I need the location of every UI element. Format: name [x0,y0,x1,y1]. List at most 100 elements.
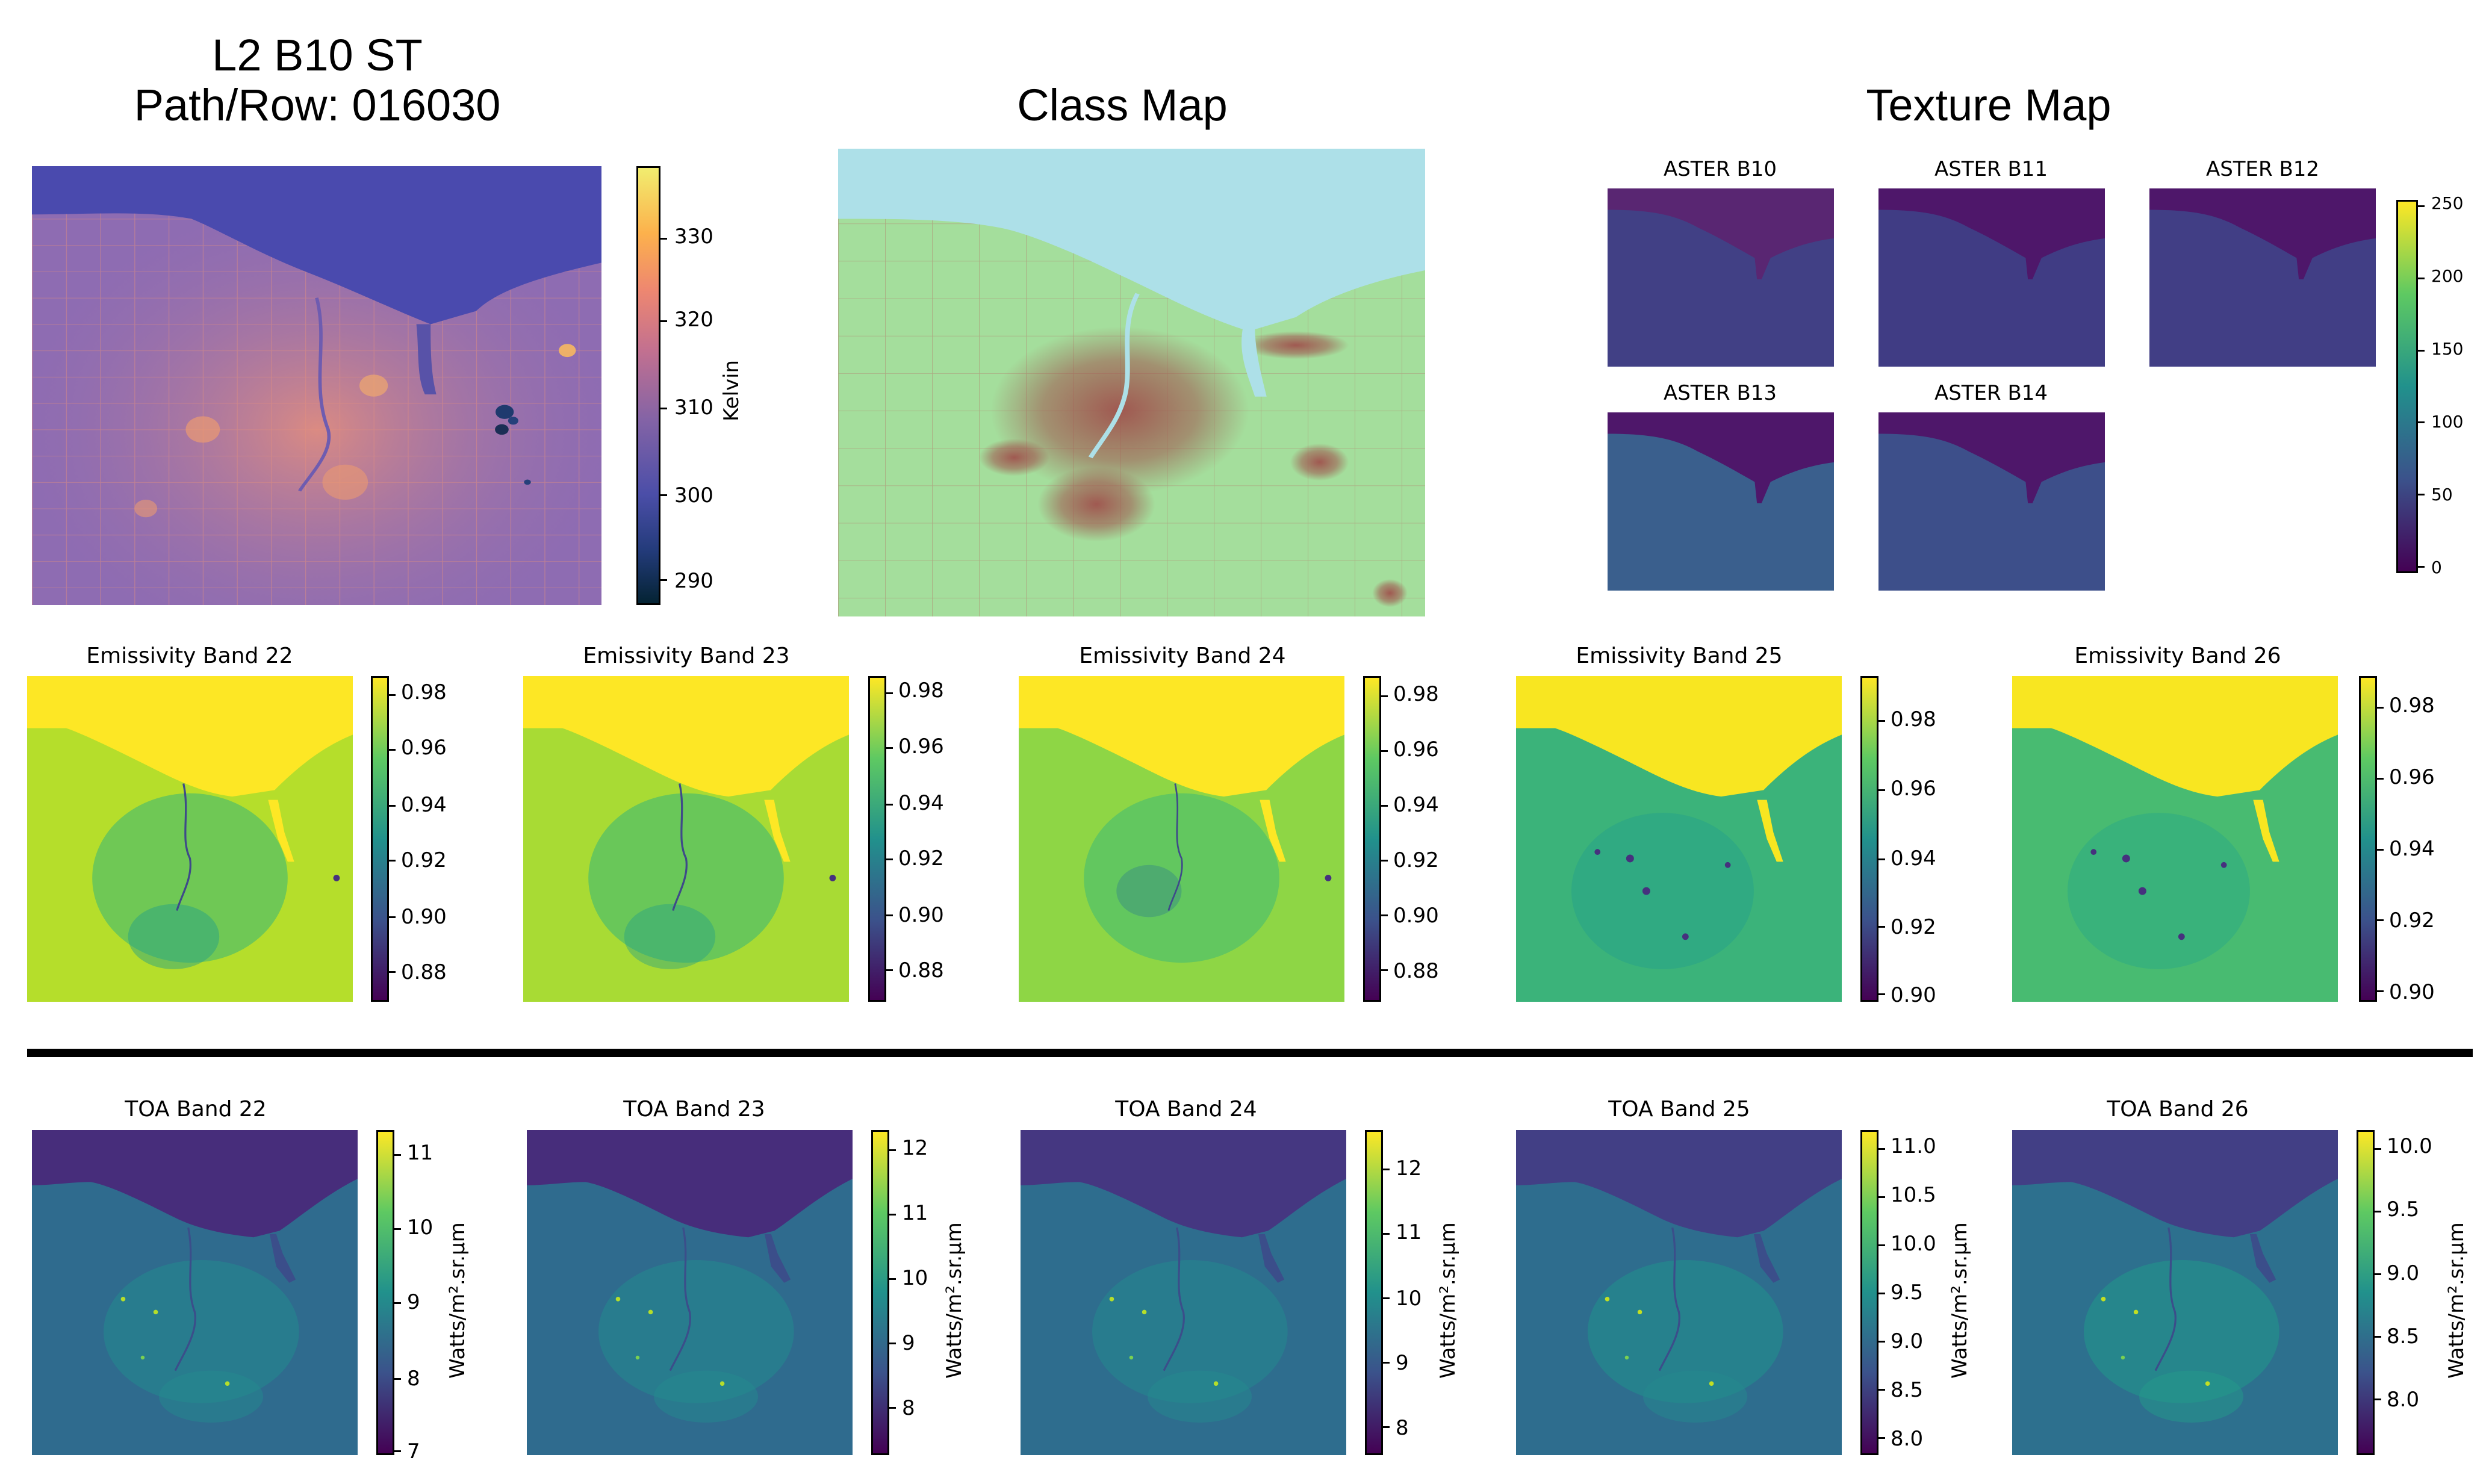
toa-26-tick: 10.0 [2387,1134,2432,1158]
emissivity-23-tick: 0.98 [898,678,944,703]
toa-23-tick: 8 [902,1396,915,1420]
emissivity-24-title: Emissivity Band 24 [1079,644,1286,668]
emissivity-24-tick: 0.90 [1393,904,1439,928]
aster-b12-title: ASTER B12 [2205,157,2320,181]
emissivity-24-tick: 0.92 [1393,848,1439,872]
toa-26-tick: 8.5 [2387,1324,2420,1349]
toa-25-tick: 10.0 [1891,1232,1936,1256]
toa-24-colorbar [1365,1130,1390,1455]
toa-23-tick: 9 [902,1331,915,1355]
emissivity-26-colorbar [2359,676,2384,1002]
l2-tick-320: 320 [674,308,713,332]
toa-25-tick: 8.0 [1891,1427,1924,1451]
toa-24-tick: 9 [1396,1351,1409,1375]
toa-22-tick: 11 [407,1141,433,1165]
toa-24-tick: 10 [1396,1287,1422,1311]
emissivity-22-tick: 0.94 [401,793,447,817]
emissivity-24-heatmap [1019,676,1344,1002]
emissivity-22-tick: 0.92 [401,848,447,872]
toa-22-colorbar [376,1130,401,1455]
toa-23-colorbar [871,1130,896,1455]
emissivity-26-tick: 0.90 [2389,980,2435,1004]
l2-tick-300: 300 [674,483,713,508]
toa-22-title: TOA Band 22 [125,1097,267,1122]
toa-22-tick: 7 [407,1439,420,1464]
aster-b12-texture [2149,188,2376,367]
emissivity-26-tick: 0.98 [2389,694,2435,718]
emissivity-23-colorbar [868,676,893,1002]
l2-colorbar [636,166,667,605]
toa-25-tick: 11.0 [1891,1134,1936,1158]
toa-22-heatmap [32,1130,358,1455]
toa-26-title: TOA Band 26 [2107,1097,2249,1122]
texture-tick-150: 150 [2431,339,2464,359]
emissivity-22-tick: 0.90 [401,905,447,929]
toa-24-tick: 11 [1396,1220,1422,1244]
toa-26-tick: 8.0 [2387,1388,2420,1412]
toa-24-heatmap [1021,1130,1346,1455]
toa-23-title: TOA Band 23 [623,1097,765,1122]
l2-title-line1: L2 B10 ST [212,30,423,80]
toa-26-colorbar-label: Watts/m².sr.μm [2444,1222,2469,1379]
emissivity-26-tick: 0.92 [2389,908,2435,933]
emissivity-22-heatmap [27,676,353,1002]
toa-24-tick: 8 [1396,1416,1409,1440]
texture-tick-200: 200 [2431,266,2464,286]
l2-tick-290: 290 [674,569,713,593]
texture-colorbar [2396,200,2425,573]
emissivity-23-tick: 0.96 [898,734,944,759]
texture-tick-100: 100 [2431,412,2464,432]
emissivity-22-tick: 0.88 [401,960,447,984]
toa-25-tick: 9.0 [1891,1329,1924,1353]
emissivity-25-tick: 0.92 [1891,915,1936,939]
toa-25-title: TOA Band 25 [1608,1097,1750,1122]
emissivity-26-tick: 0.96 [2389,765,2435,789]
toa-23-tick: 11 [902,1201,928,1225]
emissivity-26-title: Emissivity Band 26 [2074,644,2281,668]
section-divider [27,1049,2473,1057]
toa-25-tick: 8.5 [1891,1378,1924,1402]
emissivity-24-tick: 0.94 [1393,793,1439,817]
emissivity-23-tick: 0.90 [898,903,944,927]
emissivity-23-tick: 0.88 [898,958,944,983]
toa-22-tick: 10 [407,1215,433,1240]
aster-b11-title: ASTER B11 [1934,157,2048,181]
toa-23-tick: 10 [902,1266,928,1290]
toa-25-heatmap [1516,1130,1842,1455]
emissivity-23-tick: 0.92 [898,846,944,871]
toa-23-colorbar-label: Watts/m².sr.μm [942,1222,966,1379]
aster-b10-title: ASTER B10 [1663,157,1777,181]
toa-22-tick: 8 [407,1367,420,1391]
l2-title-line2: Path/Row: 016030 [134,80,501,130]
toa-26-tick: 9.0 [2387,1261,2420,1285]
toa-24-title: TOA Band 24 [1115,1097,1257,1122]
aster-b10-texture [1608,188,1834,367]
toa-24-colorbar-label: Watts/m².sr.μm [1436,1222,1460,1379]
emissivity-22-tick: 0.96 [401,736,447,760]
emissivity-25-tick: 0.96 [1891,777,1936,801]
emissivity-25-tick: 0.94 [1891,846,1936,871]
texture-tick-0: 0 [2431,557,2442,577]
emissivity-24-tick: 0.96 [1393,737,1439,762]
toa-26-tick: 9.5 [2387,1197,2420,1222]
l2-colorbar-label: Kelvin [719,359,744,421]
toa-23-tick: 12 [902,1136,928,1160]
toa-26-colorbar [2357,1130,2381,1455]
aster-b13-texture [1608,412,1834,591]
aster-b14-texture [1878,412,2105,591]
toa-25-colorbar-label: Watts/m².sr.μm [1948,1222,1972,1379]
l2-tick-330: 330 [674,225,713,249]
texture-tick-50: 50 [2431,485,2453,504]
emissivity-23-tick: 0.94 [898,791,944,815]
texture-tick-250: 250 [2431,193,2464,213]
aster-b13-title: ASTER B13 [1663,381,1777,405]
emissivity-25-tick: 0.98 [1891,707,1936,731]
toa-25-colorbar [1860,1130,1885,1455]
emissivity-25-title: Emissivity Band 25 [1576,644,1783,668]
toa-25-tick: 9.5 [1891,1281,1924,1305]
emissivity-22-colorbar [371,676,396,1002]
emissivity-24-tick: 0.88 [1393,959,1439,983]
emissivity-26-heatmap [2012,676,2338,1002]
emissivity-24-tick: 0.98 [1393,682,1439,706]
toa-26-heatmap [2012,1130,2338,1455]
